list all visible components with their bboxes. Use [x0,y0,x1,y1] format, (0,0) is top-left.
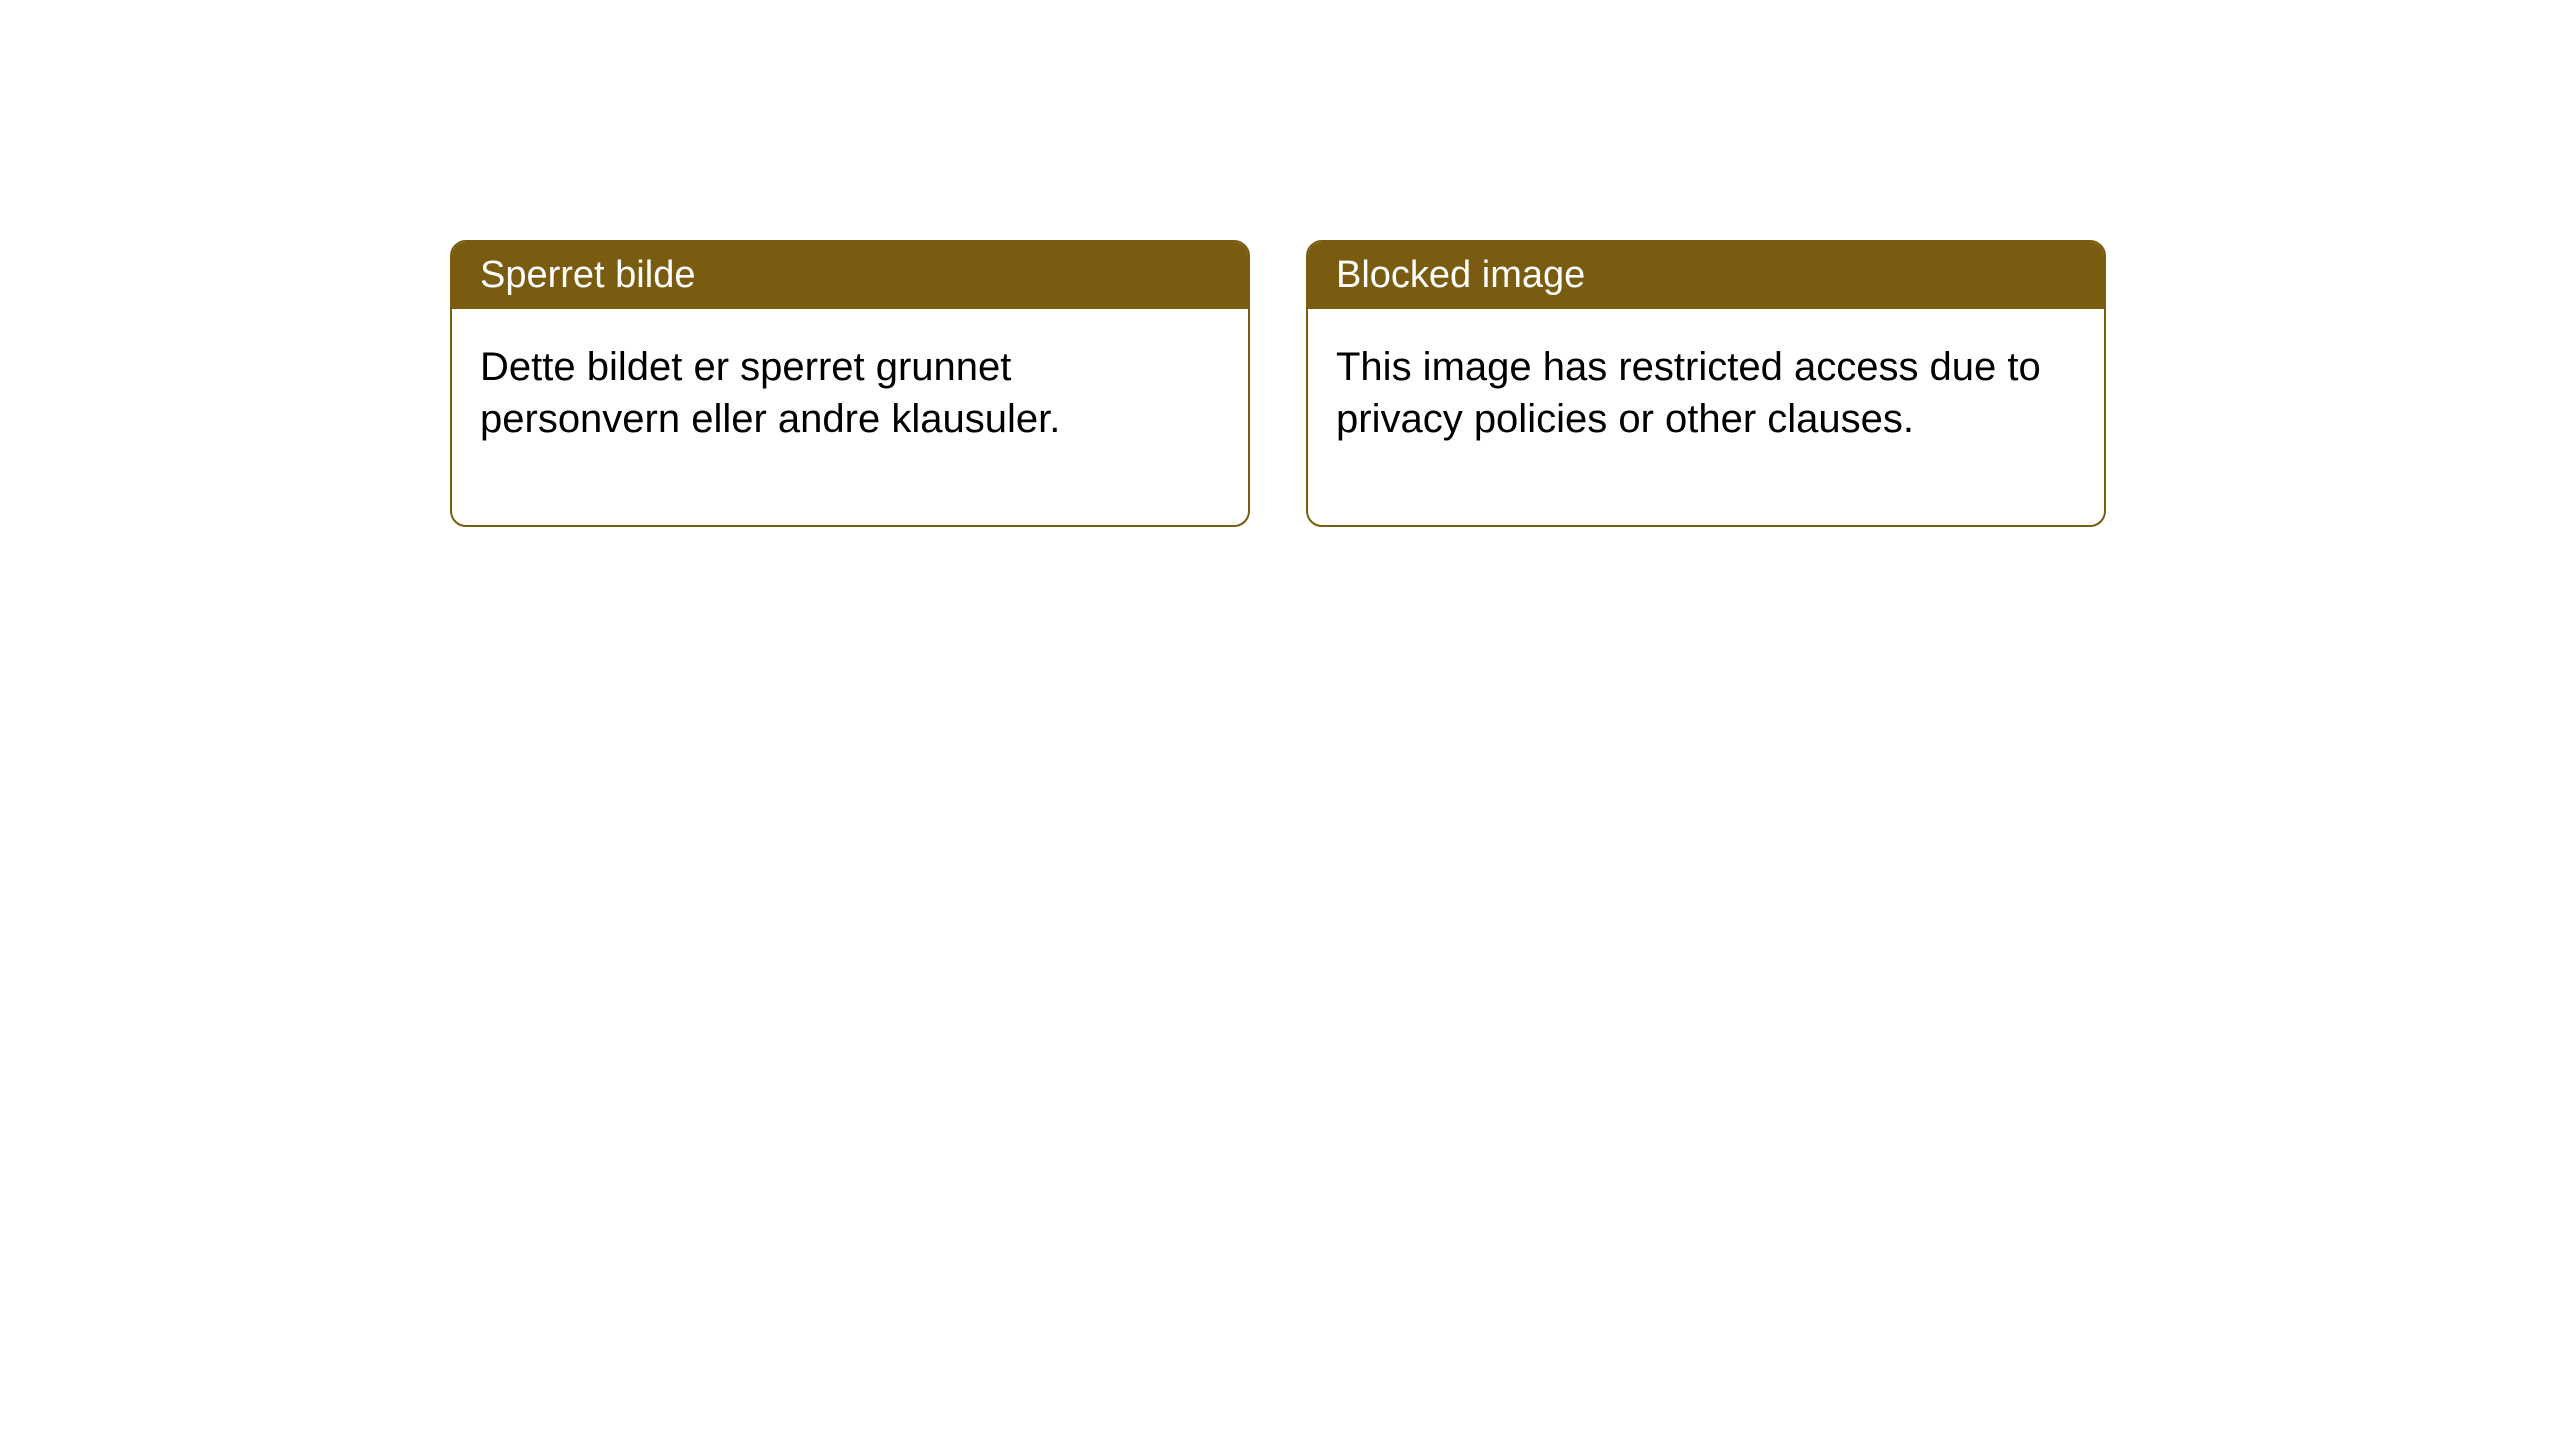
notice-title-norwegian: Sperret bilde [452,242,1248,309]
notice-card-english: Blocked image This image has restricted … [1306,240,2106,527]
notice-title-english: Blocked image [1308,242,2104,309]
notice-container: Sperret bilde Dette bildet er sperret gr… [450,240,2106,527]
notice-body-english: This image has restricted access due to … [1308,309,2104,525]
notice-card-norwegian: Sperret bilde Dette bildet er sperret gr… [450,240,1250,527]
notice-body-norwegian: Dette bildet er sperret grunnet personve… [452,309,1248,525]
